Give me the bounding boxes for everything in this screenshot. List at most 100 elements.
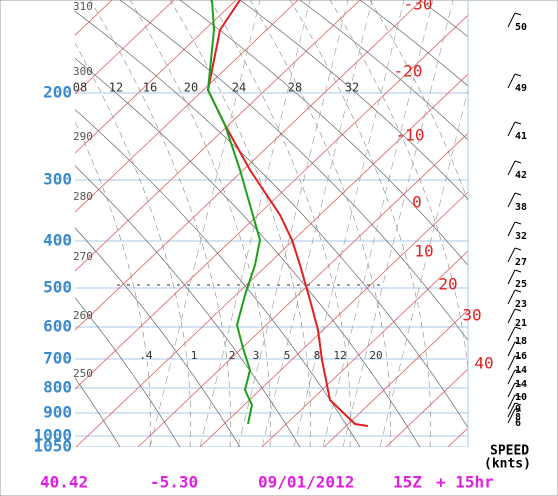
moist-adiabat [75, 42, 191, 447]
temperature-label: 30 [462, 306, 481, 325]
mixing-ratio-line [342, 0, 454, 447]
wind-speed-label: 14 [515, 365, 527, 376]
isotherm [385, 368, 468, 447]
wind-barb [507, 12, 516, 28]
pressure-label: 800 [43, 378, 72, 397]
isotherm [75, 0, 299, 213]
wind-speed-label: 6 [515, 418, 521, 429]
mixing-ratio-line [199, 0, 311, 447]
dry-adiabat [119, 0, 468, 342]
wind-barb-flag [514, 221, 522, 225]
wind-barb-flag [514, 269, 522, 273]
wind-barb-flag [514, 402, 522, 406]
mixing-ratio-line [261, 0, 373, 447]
footer-longitude: -5.30 [150, 473, 198, 492]
pressure-label: 200 [43, 83, 72, 102]
speed-title: SPEED [490, 444, 529, 459]
mixing-ratio-label: 8 [314, 349, 321, 362]
wind-barb-flag [514, 382, 522, 386]
dry-adiabat [359, 0, 468, 87]
wind-speed-label: 18 [515, 336, 527, 347]
wind-speed-label: 21 [515, 318, 527, 329]
theta-label: 260 [73, 309, 93, 322]
isotherm [75, 0, 361, 272]
wind-barb-flag [514, 12, 522, 16]
moist-adiabat [209, 0, 351, 447]
wind-speed-label: 49 [515, 83, 527, 94]
pressure-label: 1050 [33, 437, 72, 456]
mixing-ratio-line [149, 0, 261, 447]
dry-adiabat [299, 0, 468, 141]
theta-label: 290 [73, 130, 93, 143]
wind-barb-flag [514, 408, 522, 412]
theta-label: 270 [73, 250, 93, 263]
isotherm [323, 309, 468, 447]
wind-barb [507, 402, 516, 418]
wind-barb-flag [514, 308, 522, 312]
mixing-ratio-line [322, 0, 434, 447]
mixing-ratio-label: 32 [345, 81, 359, 95]
dry-adiabat [239, 0, 468, 200]
wind-barb [507, 247, 516, 263]
dry-adiabat [75, 165, 301, 447]
footer-hour: 15Z [393, 473, 422, 492]
mixing-ratio-label: 16 [143, 81, 157, 95]
wind-barb [507, 289, 516, 305]
pressure-label: 700 [43, 349, 72, 368]
dry-adiabat [179, 0, 468, 266]
wind-speed-label: 8 [515, 412, 521, 423]
footer-latitude: 40.42 [40, 473, 88, 492]
isotherm [137, 132, 468, 447]
plot-area [75, 0, 468, 447]
dry-adiabat [75, 297, 181, 447]
pressure-label: 600 [43, 317, 72, 336]
wind-barb-flag [514, 355, 522, 359]
labels: 20030040050060070080090010001050-30-20-1… [33, 0, 527, 456]
wind-barb [507, 192, 516, 208]
moist-adiabat [89, 0, 231, 447]
footer-date: 09/01/2012 [258, 473, 354, 492]
wind-speed-label: 27 [515, 257, 527, 268]
wind-barb-flag [514, 160, 522, 164]
wind-barb [507, 121, 516, 137]
pressure-label: 1000 [33, 426, 72, 445]
mixing-ratio-line [293, 0, 405, 447]
isotherm [261, 250, 468, 447]
theta-label: 300 [73, 65, 93, 78]
moist-adiabat [249, 0, 391, 447]
mixing-ratio-line [237, 0, 349, 447]
wind-barb-flag [514, 247, 522, 251]
dry-adiabat [75, 227, 241, 447]
mixing-ratio-label: .4 [139, 349, 153, 362]
moist-adiabat [75, 121, 151, 447]
mixing-ratio-label: 28 [288, 81, 302, 95]
theta-label: 250 [73, 367, 93, 380]
isotherm [75, 0, 237, 154]
pressure-label: 500 [43, 278, 72, 297]
wind-barb [507, 382, 516, 398]
mixing-ratio-label: 12 [109, 81, 123, 95]
wind-speed-label: 10 [515, 392, 527, 403]
wind-barb-flag [514, 73, 522, 77]
mixing-ratio-label: 1 [191, 349, 198, 362]
wind-barb [507, 308, 516, 324]
wind-barb [507, 341, 516, 357]
temperature-label: -20 [394, 62, 423, 81]
wind-barb [507, 369, 516, 385]
moist-adiabat [289, 0, 431, 447]
mixing-ratio-label: 5 [284, 349, 291, 362]
wind-barb [507, 269, 516, 285]
pressure-label: 900 [43, 403, 72, 422]
dry-adiabat [75, 57, 421, 447]
wind-speed-label: 25 [515, 279, 527, 290]
mixing-ratio-label: 24 [232, 81, 246, 95]
wind-barb [507, 394, 516, 410]
wind-speed-label: 16 [515, 351, 527, 362]
wind-barb-flag [514, 341, 522, 345]
temperature-label: -10 [396, 126, 425, 145]
footer-forecast: + 15hr [436, 473, 494, 492]
wind-barb-flag [514, 121, 522, 125]
dry-adiabat [75, 109, 361, 447]
theta-label: 280 [73, 190, 93, 203]
speed-units: (knts) [484, 457, 531, 472]
